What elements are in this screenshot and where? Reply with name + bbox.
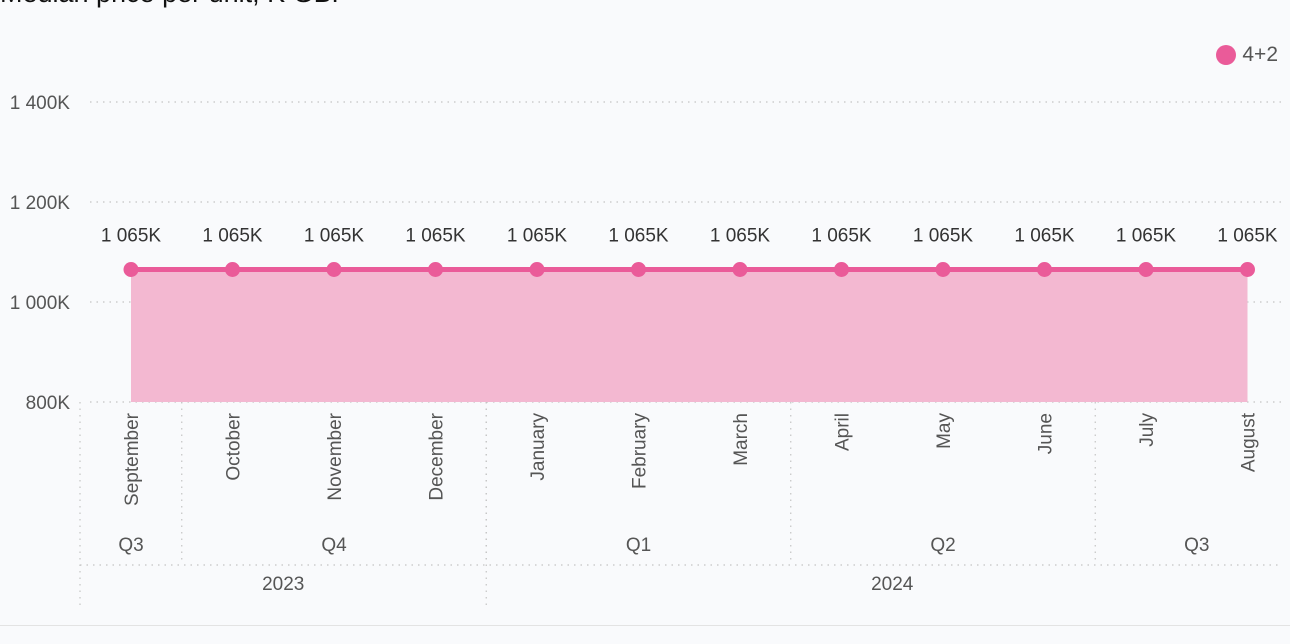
month-label: August — [1239, 412, 1260, 472]
data-point — [428, 262, 443, 277]
data-label: 1 065K — [507, 226, 568, 247]
year-label: 2023 — [262, 574, 304, 595]
data-point — [834, 262, 849, 277]
y-tick-label: 800K — [26, 393, 71, 414]
month-label: March — [731, 413, 752, 466]
month-label: May — [934, 413, 955, 449]
month-label: February — [630, 413, 651, 490]
data-point — [1240, 262, 1255, 277]
quarter-label: Q4 — [321, 535, 347, 556]
data-point — [1138, 262, 1154, 277]
data-labels: 1 065K 1 065K 1 065K 1 065K 1 065K 1 065K 1 06… — [101, 226, 1278, 247]
quarter-label: Q3 — [118, 535, 143, 556]
month-label: January — [528, 413, 549, 481]
chart-title: Median price per unit, K GBP — [0, 0, 350, 9]
data-label: 1 065K — [101, 226, 162, 247]
month-label: December — [427, 412, 448, 500]
y-tick-label: 1 200K — [10, 193, 71, 214]
data-point — [935, 262, 951, 277]
y-tick-label: 1 400K — [10, 93, 71, 114]
quarter-label: Q1 — [626, 535, 651, 556]
legend[interactable]: 4+2 — [1216, 43, 1278, 67]
data-label: 1 065K — [811, 226, 872, 247]
data-label: 1 065K — [1014, 226, 1075, 247]
data-point — [529, 262, 545, 277]
data-label: 1 065K — [710, 226, 771, 247]
series-area — [131, 267, 1248, 402]
x-axis: September October November December January F… — [79, 402, 1282, 606]
y-axis: 800K 1 000K 1 200K 1 400K — [10, 93, 71, 414]
y-tick-label: 1 000K — [10, 293, 71, 314]
month-label: September — [122, 412, 143, 506]
data-label: 1 065K — [1116, 226, 1177, 247]
data-point — [326, 262, 342, 277]
month-label: June — [1036, 413, 1057, 454]
data-label: 1 065K — [913, 226, 974, 247]
legend-marker — [1216, 45, 1237, 65]
month-label: July — [1137, 413, 1158, 447]
year-label: 2024 — [871, 574, 914, 595]
legend-label: 4+2 — [1242, 43, 1278, 66]
data-label: 1 065K — [304, 226, 365, 247]
data-label: 1 065K — [405, 226, 466, 247]
quarter-label: Q2 — [930, 535, 955, 556]
area-fill — [131, 269, 1248, 402]
data-point — [225, 262, 240, 277]
data-label: 1 065K — [202, 226, 263, 247]
month-label: October — [224, 412, 245, 480]
data-point — [631, 262, 646, 277]
month-label: April — [833, 413, 854, 451]
data-point — [123, 262, 139, 277]
data-point — [732, 262, 748, 277]
data-label: 1 065K — [608, 226, 669, 247]
data-label: 1 065K — [1217, 226, 1278, 247]
bottom-divider — [0, 625, 1290, 626]
quarter-label: Q3 — [1184, 535, 1209, 556]
series-points — [123, 262, 1255, 277]
month-label: November — [325, 412, 346, 500]
data-point — [1037, 262, 1052, 277]
